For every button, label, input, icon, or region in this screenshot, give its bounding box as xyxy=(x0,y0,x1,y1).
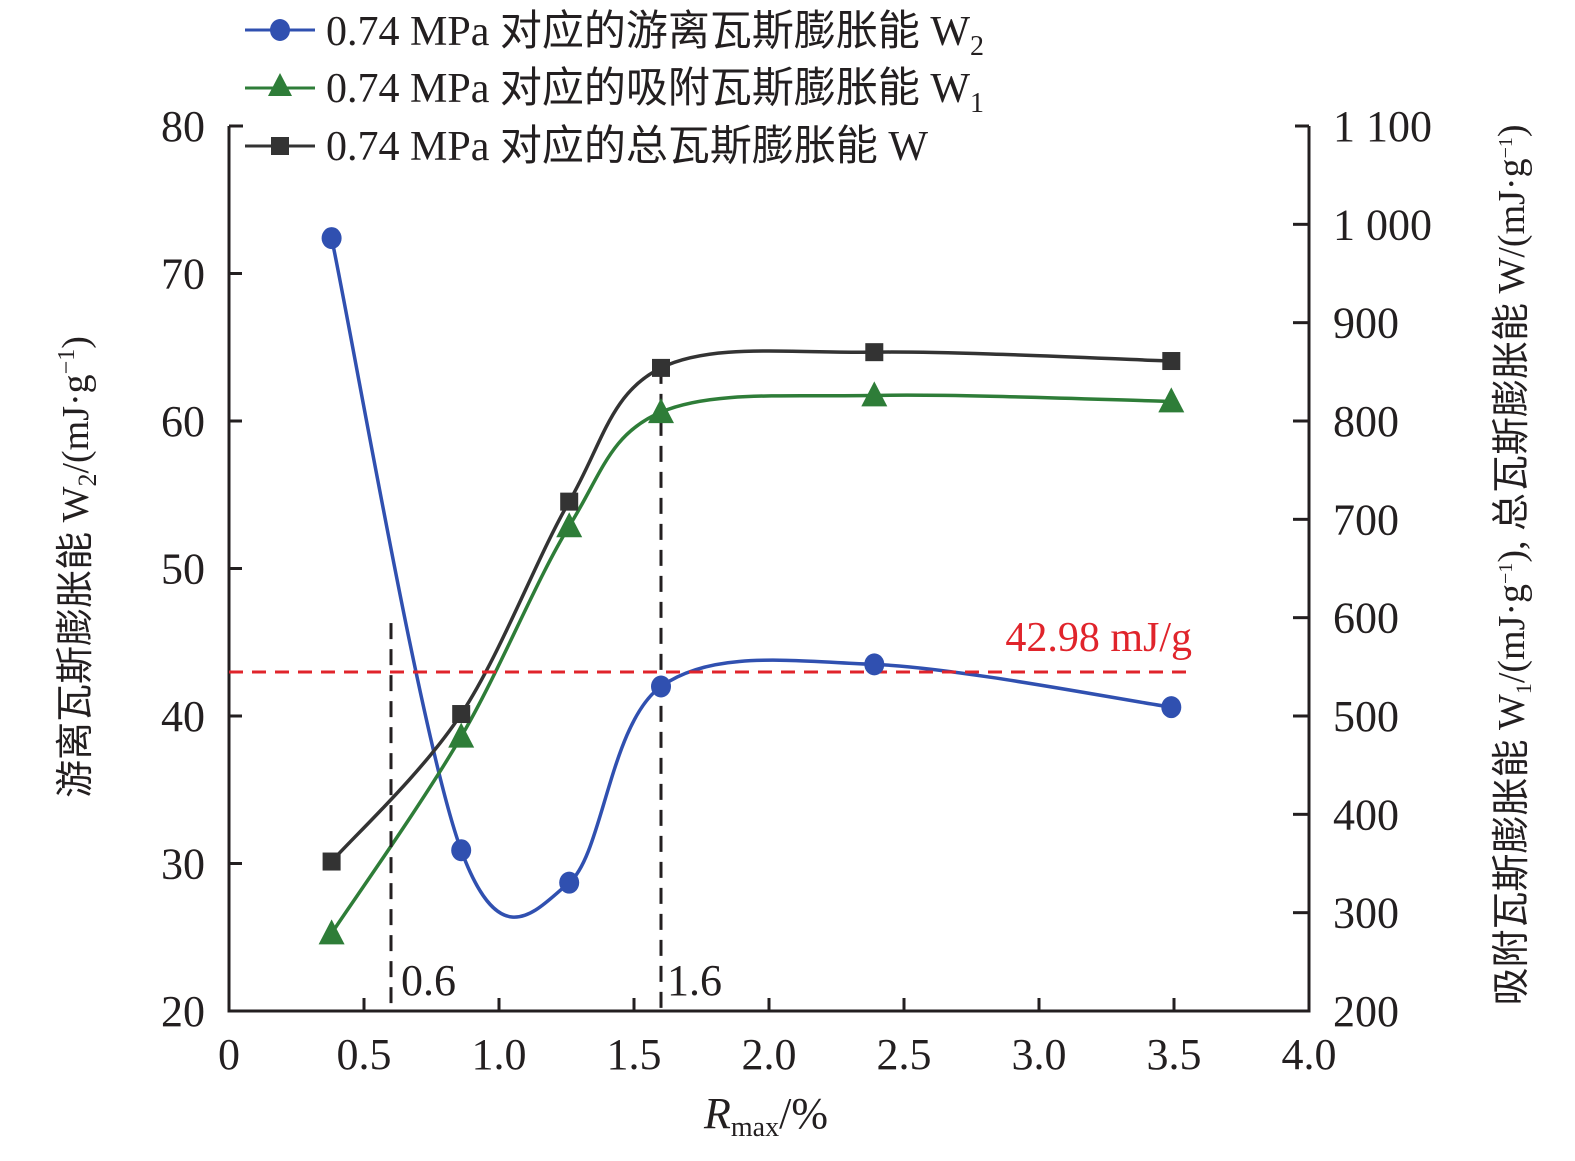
data-point-triangle xyxy=(448,722,475,748)
legend: 0.74 MPa 对应的游离瓦斯膨胀能 W2 0.74 MPa 对应的吸附瓦斯膨… xyxy=(245,8,984,170)
legend-triangle-icon xyxy=(268,73,292,96)
data-point-triangle xyxy=(648,398,674,424)
y-right-axis-title: 吸附瓦斯膨胀能 W1/(mJ·g−1), 总瓦斯膨胀能 W/(mJ·g−1) xyxy=(1491,124,1536,1005)
x-tick-label: 1.5 xyxy=(607,1030,662,1079)
data-point-circle xyxy=(451,839,472,862)
legend-label-w1: 0.74 MPa 对应的吸附瓦斯膨胀能 W1 xyxy=(326,65,984,119)
x-tick-label: 4.0 xyxy=(1282,1030,1337,1079)
hline-label: 42.98 mJ/g xyxy=(1005,615,1192,661)
data-point-circle xyxy=(321,227,342,250)
data-point-square xyxy=(652,358,670,377)
x-tick-label: 0.5 xyxy=(337,1030,392,1079)
x-tick-label: 0 xyxy=(218,1030,240,1079)
data-point-triangle xyxy=(1158,387,1185,413)
legend-square-icon xyxy=(271,137,289,155)
y-left-axis-title: 游离瓦斯膨胀能 W2/(mJ·g−1) xyxy=(54,336,102,798)
series-line-0 xyxy=(329,237,1172,919)
x-tick-label: 3.0 xyxy=(1012,1030,1067,1079)
data-point-triangle xyxy=(861,381,888,407)
legend-label-w2: 0.74 MPa 对应的游离瓦斯膨胀能 W2 xyxy=(326,8,984,62)
series-line-2 xyxy=(330,349,1172,863)
y-right-tick-label: 700 xyxy=(1333,495,1399,544)
x-tick-label: 2.0 xyxy=(742,1030,797,1079)
legend-item-w2: 0.74 MPa 对应的游离瓦斯膨胀能 W2 xyxy=(245,8,984,62)
y-left-tick-label: 50 xyxy=(161,545,205,594)
vline-label-1.6: 1.6 xyxy=(667,956,722,1005)
data-point-circle xyxy=(559,871,580,894)
y-left-tick-label: 30 xyxy=(161,840,205,889)
legend-label-w: 0.74 MPa 对应的总瓦斯膨胀能 W xyxy=(326,123,928,170)
y-right-tick-label: 500 xyxy=(1333,692,1399,741)
legend-item-w: 0.74 MPa 对应的总瓦斯膨胀能 W xyxy=(245,123,928,170)
data-point-square xyxy=(560,492,579,511)
y-left-tick-label: 40 xyxy=(161,692,205,741)
y-right-tick-label: 800 xyxy=(1333,397,1399,446)
y-right-tick-label: 1 100 xyxy=(1333,102,1432,151)
legend-item-w1: 0.74 MPa 对应的吸附瓦斯膨胀能 W1 xyxy=(245,65,984,119)
y-left-tick-label: 80 xyxy=(161,102,205,151)
y-right-tick-label: 900 xyxy=(1333,299,1399,348)
data-point-square xyxy=(322,852,341,871)
data-point-circle xyxy=(864,653,885,676)
data-point-circle xyxy=(1161,696,1182,719)
x-tick-label: 1.0 xyxy=(472,1030,527,1079)
y-right-tick-label: 200 xyxy=(1333,987,1399,1036)
y-left-tick-label: 60 xyxy=(161,397,205,446)
y-right-tick-label: 300 xyxy=(1333,889,1399,938)
data-point-square xyxy=(1162,352,1181,371)
series-line-1 xyxy=(330,393,1172,935)
y-right-tick-label: 1 000 xyxy=(1333,200,1432,249)
axes xyxy=(227,124,1311,1013)
data-point-square xyxy=(865,343,884,362)
vline-label-0.6: 0.6 xyxy=(401,956,456,1005)
y-right-tick-label: 600 xyxy=(1333,594,1399,643)
y-left-tick-label: 70 xyxy=(161,250,205,299)
axes-frame xyxy=(227,126,1311,1013)
data-point-triangle xyxy=(318,919,345,945)
plot-lines xyxy=(329,237,1172,935)
data-point-square xyxy=(452,705,471,724)
x-tick-label: 2.5 xyxy=(877,1030,932,1079)
y-left-tick-label: 20 xyxy=(161,987,205,1036)
legend-circle-icon xyxy=(270,19,290,41)
data-point-triangle xyxy=(556,512,583,538)
y-right-tick-label: 400 xyxy=(1333,790,1399,839)
x-axis-title: Rmax/% xyxy=(703,1089,828,1143)
data-point-circle xyxy=(651,675,671,698)
markers xyxy=(318,227,1185,945)
ticks: 0 0.5 1.0 1.5 2.0 2.5 3.0 3.5 4.0 20 30 40 50 60 70 80 2… xyxy=(161,102,1432,1079)
x-tick-label: 3.5 xyxy=(1147,1030,1202,1079)
